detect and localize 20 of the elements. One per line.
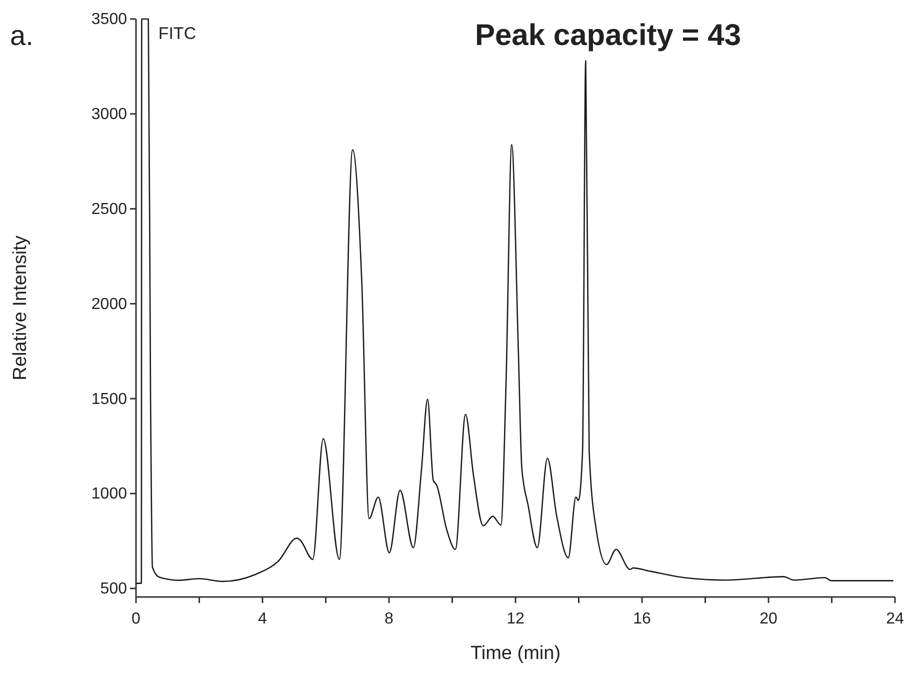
y-axis-title: Relative Intensity [10, 235, 31, 380]
chart-title: Peak capacity = 43 [474, 19, 742, 52]
y-tick-label: 3500 [91, 11, 128, 28]
x-tick-label: 20 [760, 610, 778, 628]
y-tick-label: 2500 [91, 200, 128, 218]
y-tick-label: 500 [100, 580, 128, 598]
y-tick-label: 2000 [91, 296, 128, 313]
x-tick-label: 4 [258, 610, 268, 628]
annotation: FITC [158, 24, 196, 43]
x-tick-label: 24 [886, 610, 904, 628]
text: a. [10, 20, 34, 51]
y-tick-label: 1000 [91, 486, 128, 503]
y-tick-label: 3000 [91, 106, 128, 124]
x-axis-title: Time (min) [470, 643, 561, 664]
y-tick-label: 1500 [91, 390, 128, 408]
line-series [135, 18, 894, 584]
x-tick-label: 8 [384, 610, 394, 628]
x-tick-label: 12 [506, 610, 524, 628]
x-tick-label: 0 [132, 610, 141, 628]
x-tick-label: 16 [633, 610, 651, 628]
